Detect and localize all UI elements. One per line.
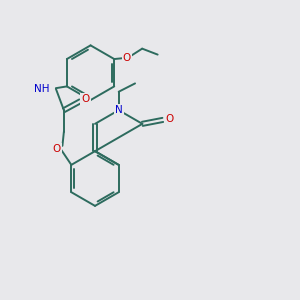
Text: O: O	[123, 52, 131, 63]
Text: NH: NH	[34, 84, 49, 94]
Text: O: O	[165, 114, 173, 124]
Text: O: O	[82, 94, 90, 104]
Text: N: N	[116, 105, 123, 115]
Text: O: O	[52, 144, 61, 154]
